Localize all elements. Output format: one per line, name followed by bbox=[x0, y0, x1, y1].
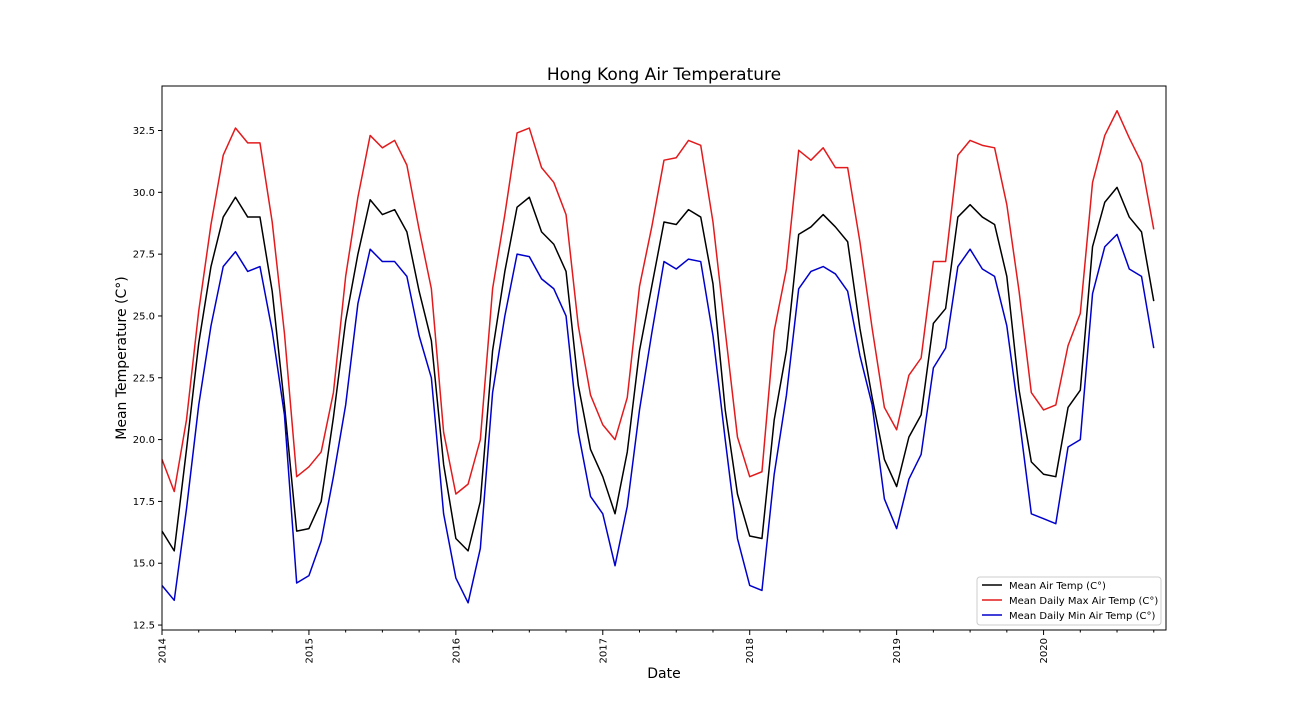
x-tick-label: 2016 bbox=[451, 638, 462, 663]
y-axis-label: Mean Temperature (C°) bbox=[114, 276, 130, 439]
y-tick-label: 27.5 bbox=[133, 250, 155, 261]
legend-box bbox=[976, 576, 1162, 626]
y-tick-label: 12.5 bbox=[133, 621, 155, 632]
legend-label-min: Mean Daily Min Air Temp (C°) bbox=[1009, 611, 1155, 622]
x-tick-label: 2019 bbox=[892, 638, 903, 663]
series-line-mean-air-temp bbox=[161, 186, 1155, 552]
x-axis-ticks: 2014 2015 2016 2017 2018 2019 2020 bbox=[158, 630, 1155, 663]
plot-area-frame bbox=[161, 85, 1167, 631]
y-tick-label: 17.5 bbox=[133, 497, 155, 508]
y-tick-label: 15.0 bbox=[133, 559, 155, 570]
legend-label-max: Mean Daily Max Air Temp (C°) bbox=[1009, 596, 1158, 607]
x-axis-label: Date bbox=[647, 666, 680, 682]
y-axis-ticks: 12.5 15.0 17.5 20.0 22.5 25.0 27.5 30.0 32.5 bbox=[133, 126, 162, 632]
legend-label-mean: Mean Air Temp (C°) bbox=[1009, 581, 1106, 592]
x-tick-label: 2014 bbox=[158, 638, 169, 663]
x-tick-label: 2015 bbox=[304, 638, 315, 663]
y-tick-label: 32.5 bbox=[133, 126, 155, 137]
series-line-mean-daily-max bbox=[161, 109, 1155, 495]
y-tick-label: 22.5 bbox=[133, 373, 155, 384]
plot-series bbox=[161, 109, 1155, 604]
x-tick-label: 2018 bbox=[745, 638, 756, 663]
series-line-mean-daily-min bbox=[161, 233, 1155, 604]
x-tick-label: 2017 bbox=[598, 638, 609, 663]
y-tick-label: 30.0 bbox=[133, 188, 155, 199]
legend: Mean Air Temp (C°) Mean Daily Max Air Te… bbox=[976, 576, 1162, 626]
y-tick-label: 20.0 bbox=[133, 435, 155, 446]
x-tick-label: 2020 bbox=[1039, 638, 1050, 663]
y-tick-label: 25.0 bbox=[133, 311, 155, 322]
chart-title: Hong Kong Air Temperature bbox=[547, 65, 781, 85]
